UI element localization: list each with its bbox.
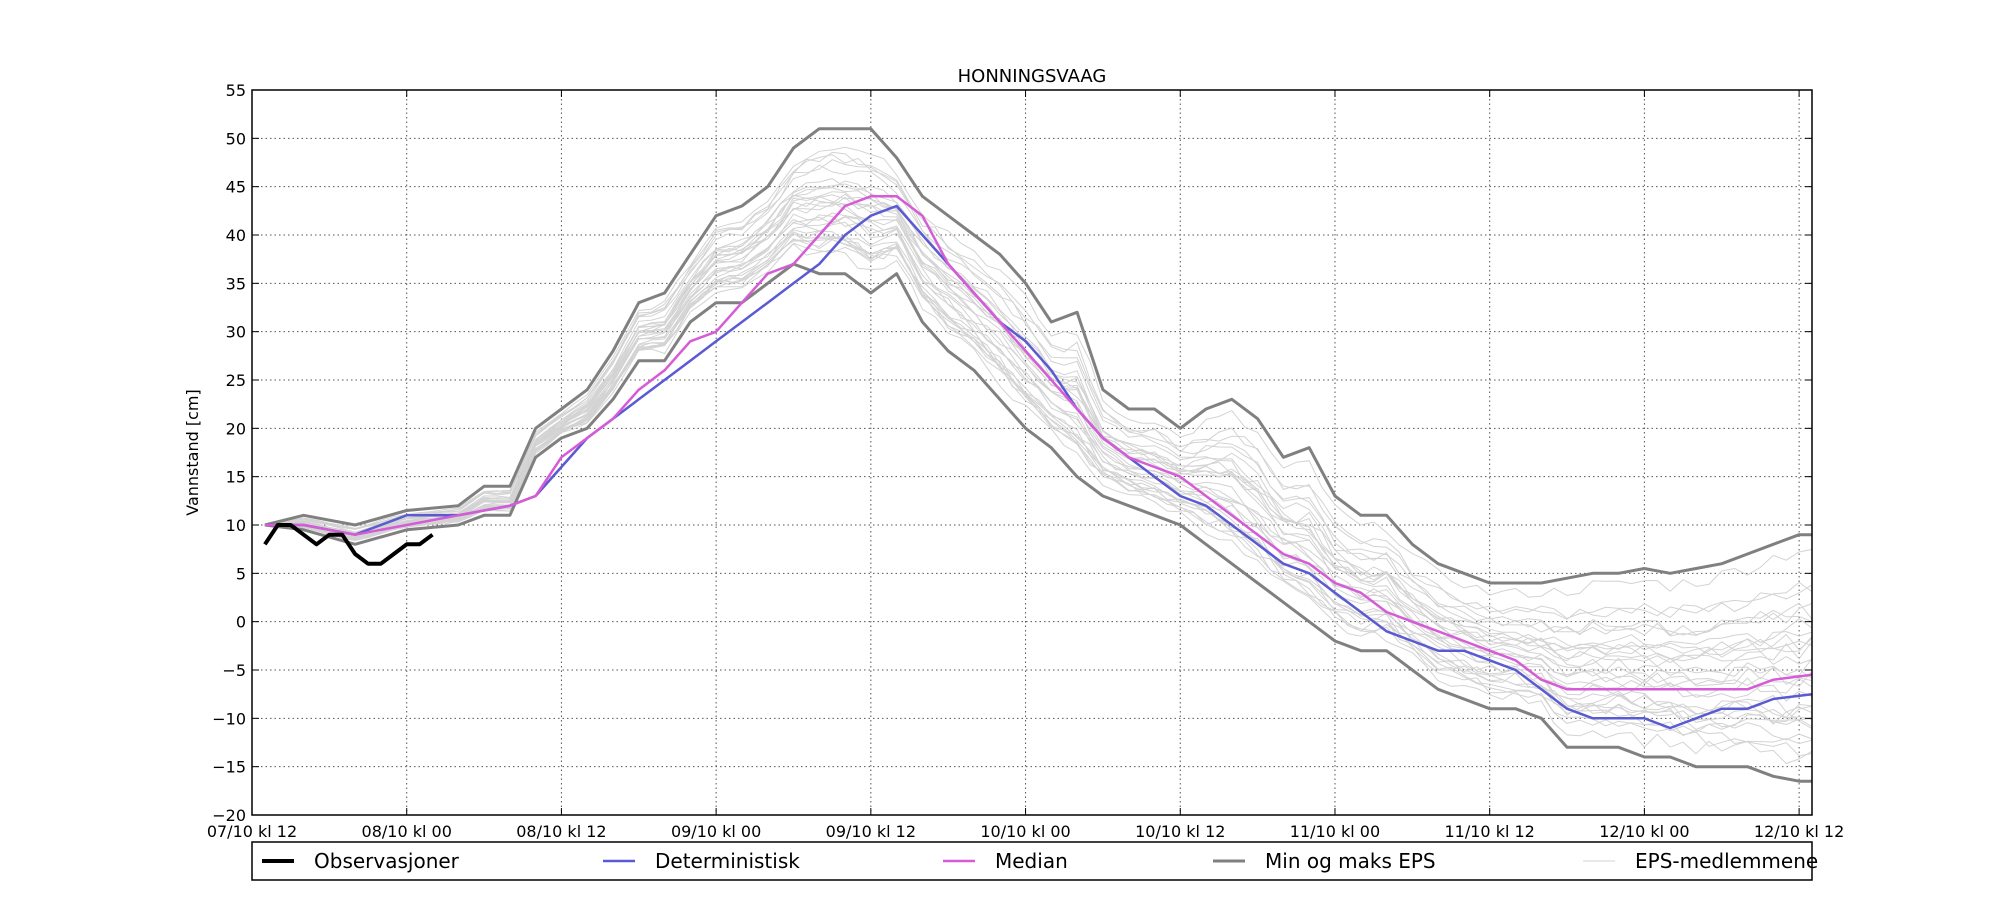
ensemble-member-line: [264, 203, 1813, 702]
ensemble-member-line: [264, 221, 1813, 698]
ensemble-member-line: [264, 196, 1813, 674]
ensemble-member-line: [264, 191, 1813, 664]
legend-label: Median: [995, 849, 1068, 873]
legend-box: [251, 841, 1813, 881]
y-axis-label: Vannstand [cm]: [183, 389, 202, 515]
x-tick-label: 07/10 kl 12: [207, 822, 297, 841]
series-lines: [263, 127, 1813, 783]
ensemble-member-line: [264, 238, 1813, 728]
x-tick-label: 11/10 kl 12: [1445, 822, 1535, 841]
legend: Observasjoner Deterministisk Median Min og …: [251, 841, 1818, 881]
ensemble-member-line: [264, 164, 1813, 637]
legend-label: Observasjoner: [314, 849, 460, 873]
y-tick-label: 20: [226, 419, 246, 438]
ensemble-member-line: [264, 229, 1813, 731]
ensemble-member-line: [264, 243, 1813, 765]
ensemble-member-line: [264, 215, 1813, 714]
legend-label: Min og maks EPS: [1265, 849, 1436, 873]
y-tick-label: 10: [226, 516, 246, 535]
ensemble-member-line: [264, 194, 1813, 677]
y-tick-label: 5: [236, 564, 246, 583]
y-tick-label: 15: [226, 468, 246, 487]
ensemble-member-line: [264, 159, 1813, 636]
x-tick-label: 10/10 kl 00: [980, 822, 1070, 841]
x-tick-label: 08/10 kl 12: [516, 822, 606, 841]
ensemble-member-line: [264, 212, 1813, 687]
ensemble-member-line: [264, 187, 1813, 650]
ensemble-member-line: [264, 193, 1813, 662]
x-tick-label: 12/10 kl 00: [1599, 822, 1689, 841]
x-tick-label: 08/10 kl 00: [362, 822, 452, 841]
y-tick-label: −20: [212, 806, 246, 825]
x-tick-label: 12/10 kl 12: [1754, 822, 1844, 841]
y-tick-label: 55: [226, 81, 246, 100]
x-tick-label: 10/10 kl 12: [1135, 822, 1225, 841]
y-tick-label: 40: [226, 226, 246, 245]
ensemble-member-line: [264, 146, 1813, 598]
ensemble-member-line: [264, 216, 1813, 688]
min-eps-line: [264, 262, 1812, 783]
y-tick-label: −10: [212, 709, 246, 728]
axis-ticks: −20 −15 −10 −5 0 5 10 15 20 25 30 35 40 45 50 55 07/10 k…: [207, 81, 1844, 841]
plot-frame: [251, 89, 1813, 816]
y-tick-label: 45: [226, 178, 246, 197]
y-tick-label: 25: [226, 371, 246, 390]
x-tick-label: 11/10 kl 00: [1290, 822, 1380, 841]
chart-title: HONNINGSVAAG: [958, 66, 1107, 87]
y-tick-label: 50: [226, 129, 246, 148]
y-tick-label: 30: [226, 323, 246, 342]
ensemble-member-line: [264, 230, 1813, 730]
ensemble-member-line: [264, 178, 1813, 658]
max-eps-line: [264, 127, 1812, 585]
observations-line: [263, 523, 434, 566]
ensemble-members: [264, 146, 1813, 765]
ensemble-member-line: [264, 183, 1813, 656]
legend-label: EPS-medlemmene: [1635, 849, 1818, 873]
legend-label: Deterministisk: [655, 849, 800, 873]
y-tick-label: −15: [212, 758, 246, 777]
x-tick-label: 09/10 kl 00: [671, 822, 761, 841]
median-line: [264, 195, 1813, 691]
y-tick-label: 0: [236, 613, 246, 632]
y-tick-label: −5: [222, 661, 246, 680]
ensemble-member-line: [264, 235, 1813, 723]
x-tick-label: 09/10 kl 12: [826, 822, 916, 841]
ensemble-member-line: [264, 201, 1813, 685]
y-tick-label: 35: [226, 274, 246, 293]
ensemble-member-line: [264, 151, 1813, 620]
